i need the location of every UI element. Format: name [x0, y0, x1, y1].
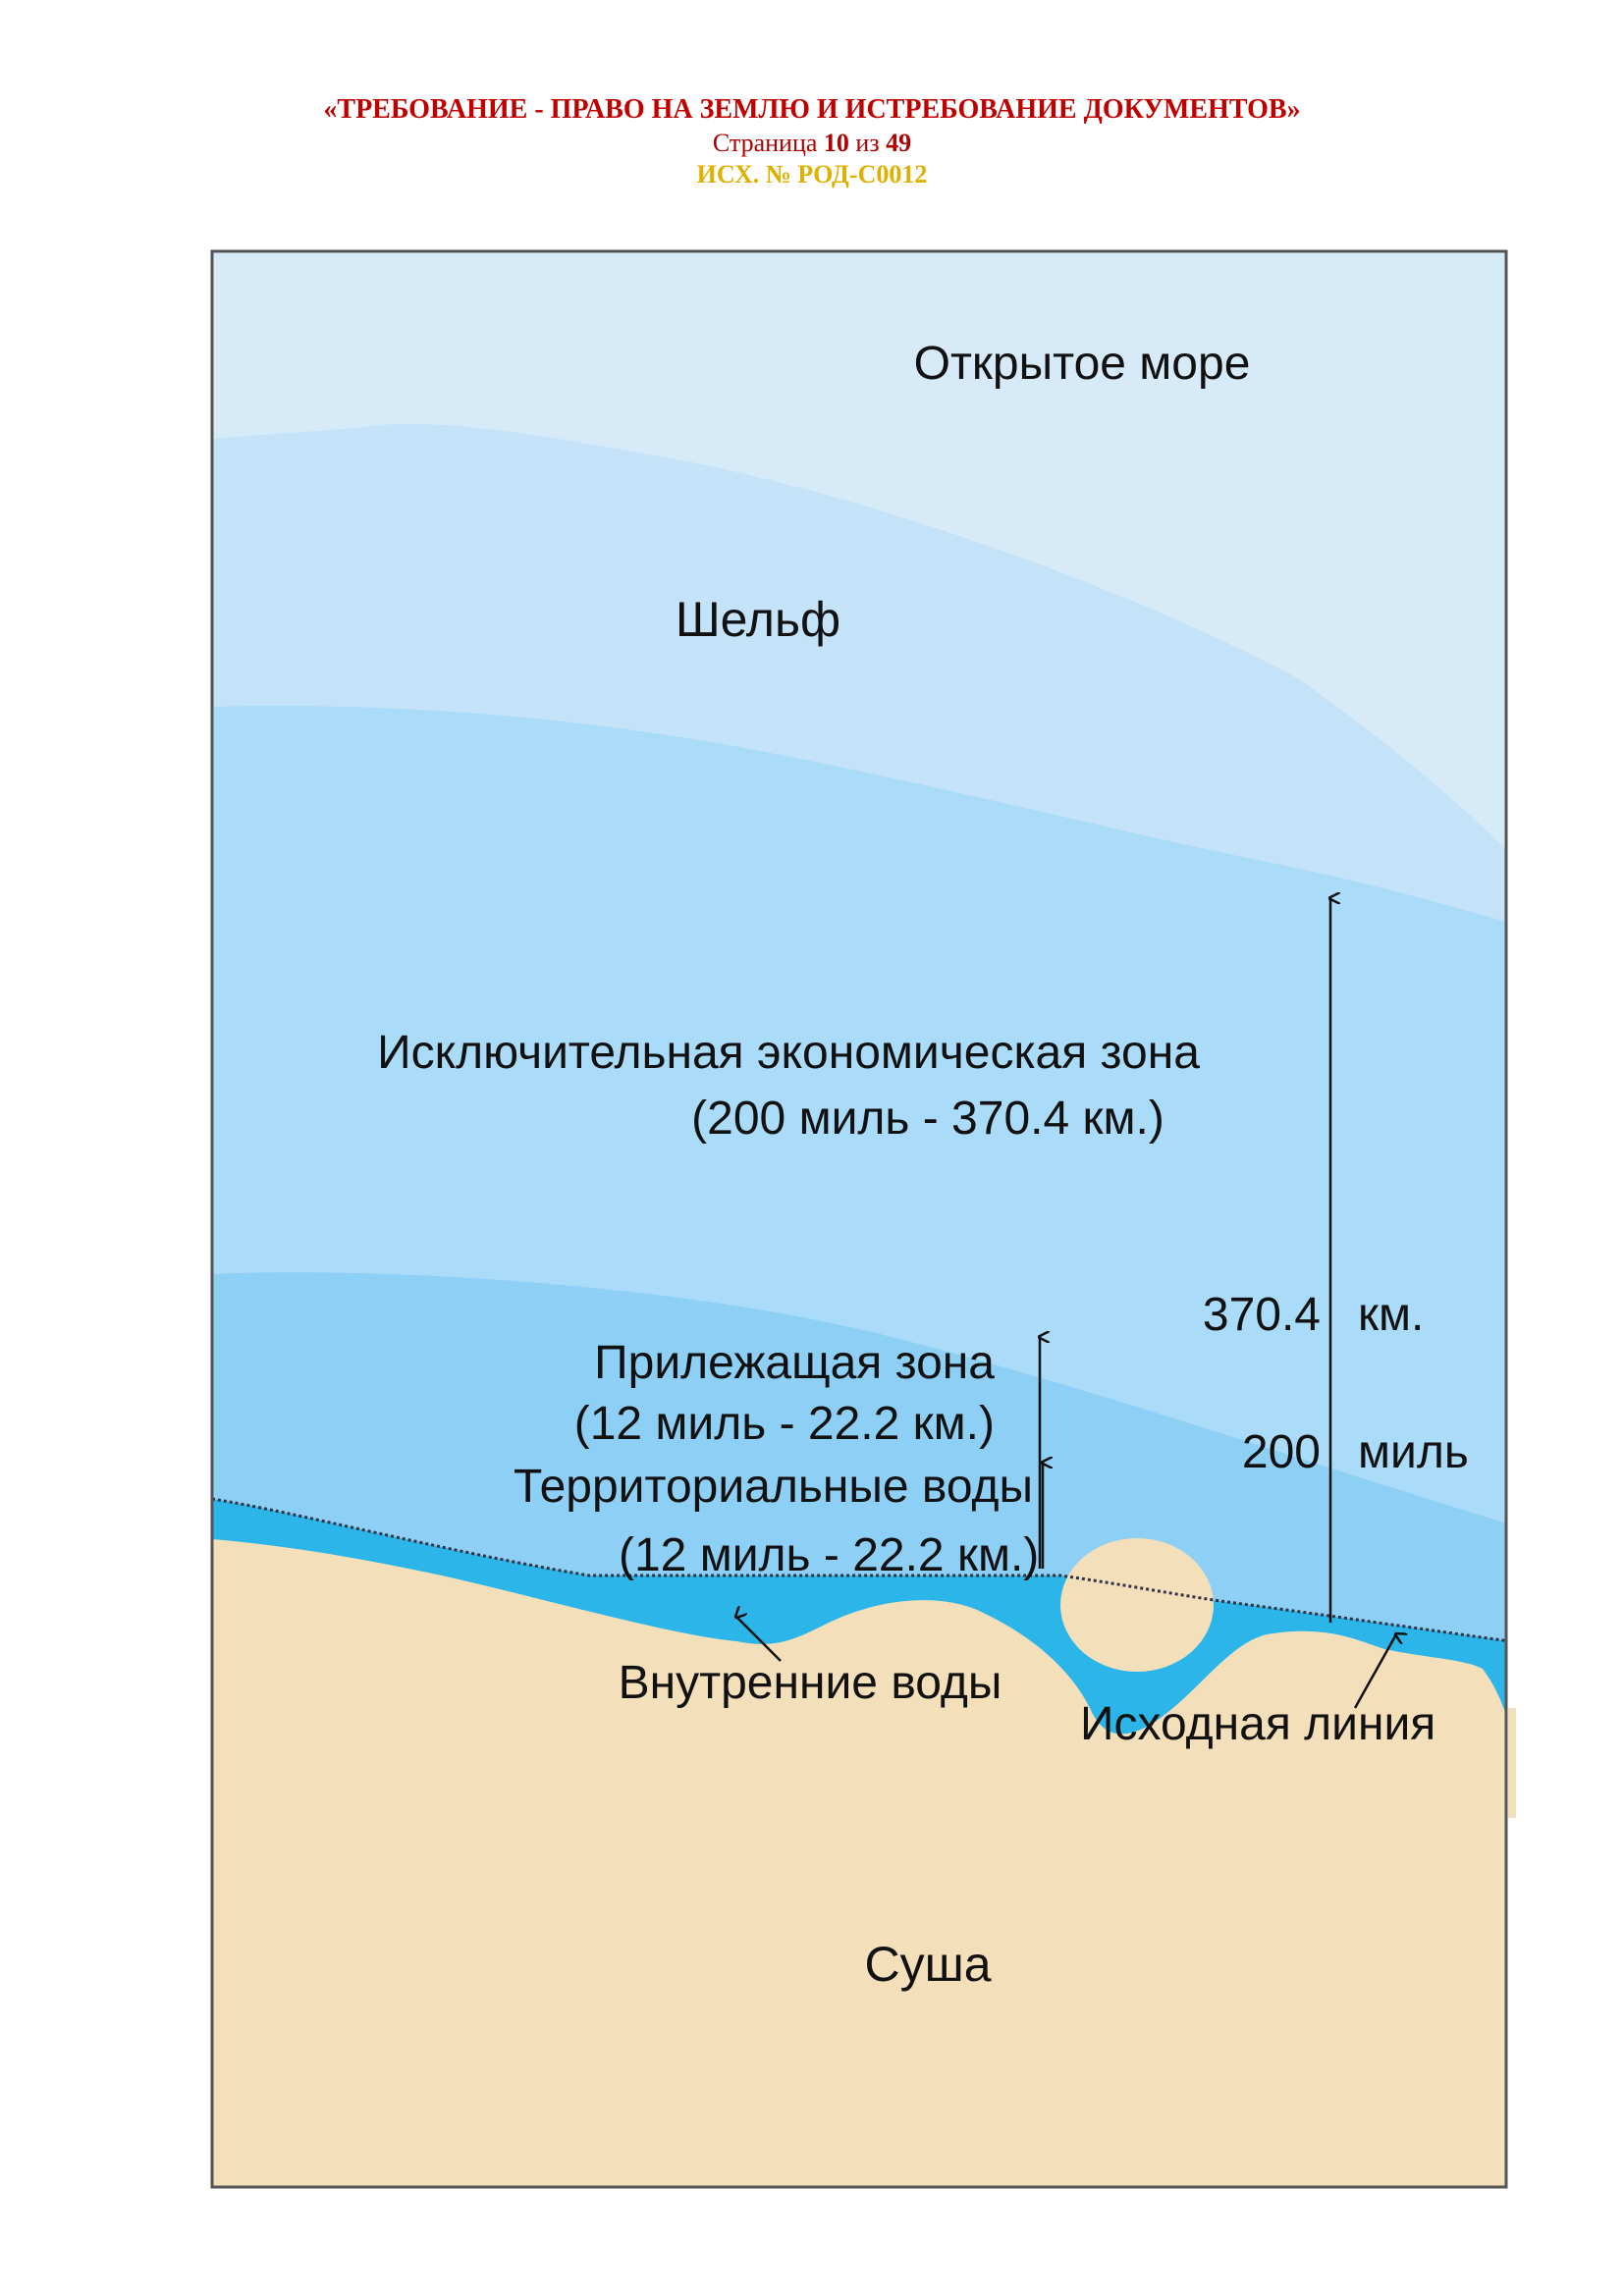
label-eez-km-value: 370.4 [1203, 1289, 1321, 1341]
land-area [212, 1539, 1506, 2187]
label-baseline: Исходная линия [1080, 1698, 1435, 1750]
document-title: «ТРЕБОВАНИЕ - ПРАВО НА ЗЕМЛЮ И ИСТРЕБОВА… [323, 94, 1301, 125]
label-eez-range: (200 миль - 370.4 км.) [691, 1093, 1164, 1145]
page-sep: из [855, 129, 880, 157]
label-eez-miles-unit: миль [1358, 1426, 1469, 1478]
label-shelf: Шельф [676, 592, 840, 647]
label-eez-km-unit: км. [1358, 1289, 1424, 1341]
label-eez-miles-value: 200 [1242, 1426, 1321, 1478]
document-reference: ИСХ. № РОД-С0012 [696, 160, 928, 188]
label-territorial-title: Территориальные воды [514, 1461, 1033, 1513]
page-current: 10 [823, 129, 849, 157]
label-internal-waters: Внутренние воды [619, 1657, 1002, 1709]
label-land: Суша [864, 1937, 991, 1992]
label-contiguous-range: (12 миль - 22.2 км.) [574, 1398, 995, 1450]
page-total: 49 [886, 129, 912, 157]
label-eez-title: Исключительная экономическая зона [377, 1027, 1200, 1079]
diagram-frame [210, 249, 1508, 2189]
internal-waters-arrow [736, 1617, 782, 1662]
page-number: Страница 10 из 49 [0, 129, 1624, 158]
label-territorial-range: (12 миль - 22.2 км.) [619, 1529, 1039, 1581]
island [1060, 1538, 1214, 1672]
baseline-arrow [1353, 1634, 1396, 1709]
label-high-seas: Открытое море [914, 338, 1251, 390]
territorial-boundary-line [212, 1497, 1506, 1642]
page-prefix: Страница [712, 129, 818, 157]
label-contiguous-title: Прилежащая зона [594, 1337, 995, 1389]
